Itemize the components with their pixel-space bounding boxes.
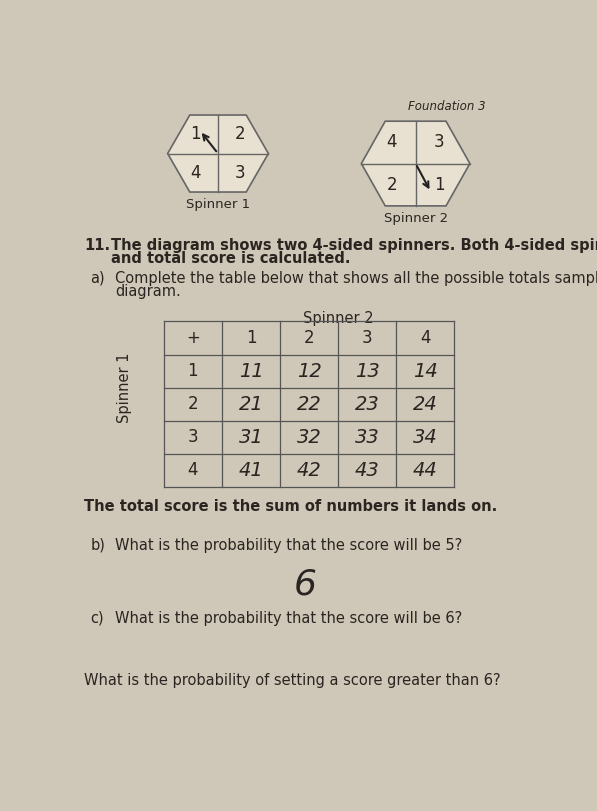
Text: 3: 3 bbox=[187, 428, 198, 446]
Text: 31: 31 bbox=[239, 427, 263, 447]
Text: 14: 14 bbox=[413, 362, 438, 380]
Text: 1: 1 bbox=[187, 362, 198, 380]
Text: Spinner 1: Spinner 1 bbox=[118, 352, 133, 423]
Text: c): c) bbox=[90, 611, 104, 626]
Text: 33: 33 bbox=[355, 427, 380, 447]
Text: 2: 2 bbox=[235, 125, 245, 144]
Text: 4: 4 bbox=[386, 133, 397, 152]
Text: 24: 24 bbox=[413, 395, 438, 414]
Text: The diagram shows two 4-sided spinners. Both 4-sided spinners are spun: The diagram shows two 4-sided spinners. … bbox=[111, 238, 597, 253]
Text: 3: 3 bbox=[235, 164, 245, 182]
Text: 4: 4 bbox=[420, 329, 430, 347]
Text: What is the probability that the score will be 6?: What is the probability that the score w… bbox=[115, 611, 462, 626]
Text: 32: 32 bbox=[297, 427, 321, 447]
Text: Complete the table below that shows all the possible totals sample space: Complete the table below that shows all … bbox=[115, 271, 597, 285]
Text: 22: 22 bbox=[297, 395, 321, 414]
Text: 42: 42 bbox=[297, 461, 321, 480]
Text: 3: 3 bbox=[434, 133, 445, 152]
Text: 1: 1 bbox=[190, 125, 201, 144]
Text: What is the probability that the score will be 5?: What is the probability that the score w… bbox=[115, 538, 462, 553]
Text: Foundation 3: Foundation 3 bbox=[408, 100, 485, 113]
Text: diagram.: diagram. bbox=[115, 284, 181, 298]
Text: 2: 2 bbox=[386, 176, 397, 194]
Text: 43: 43 bbox=[355, 461, 380, 480]
Text: a): a) bbox=[90, 271, 104, 285]
Text: 11.: 11. bbox=[84, 238, 110, 253]
Text: 1: 1 bbox=[434, 176, 445, 194]
Text: 2: 2 bbox=[187, 395, 198, 413]
Text: 44: 44 bbox=[413, 461, 438, 480]
Text: 21: 21 bbox=[239, 395, 263, 414]
Text: Spinner 2: Spinner 2 bbox=[303, 311, 374, 325]
Text: +: + bbox=[186, 329, 200, 347]
Text: 3: 3 bbox=[362, 329, 373, 347]
Text: 4: 4 bbox=[187, 461, 198, 479]
Polygon shape bbox=[361, 121, 470, 206]
Text: 11: 11 bbox=[239, 362, 263, 380]
Text: 2: 2 bbox=[304, 329, 315, 347]
Text: 23: 23 bbox=[355, 395, 380, 414]
Text: 12: 12 bbox=[297, 362, 321, 380]
Text: The total score is the sum of numbers it lands on.: The total score is the sum of numbers it… bbox=[84, 500, 497, 514]
Text: 6: 6 bbox=[294, 567, 317, 601]
Text: 34: 34 bbox=[413, 427, 438, 447]
Text: Spinner 1: Spinner 1 bbox=[186, 198, 250, 211]
Text: 41: 41 bbox=[239, 461, 263, 480]
Text: Spinner 2: Spinner 2 bbox=[383, 212, 448, 225]
Polygon shape bbox=[168, 115, 269, 192]
Text: What is the probability of setting a score greater than 6?: What is the probability of setting a sco… bbox=[84, 672, 500, 688]
Text: and total score is calculated.: and total score is calculated. bbox=[111, 251, 350, 266]
Text: 1: 1 bbox=[245, 329, 256, 347]
Text: 4: 4 bbox=[190, 164, 201, 182]
Text: b): b) bbox=[90, 538, 105, 553]
Text: 13: 13 bbox=[355, 362, 380, 380]
